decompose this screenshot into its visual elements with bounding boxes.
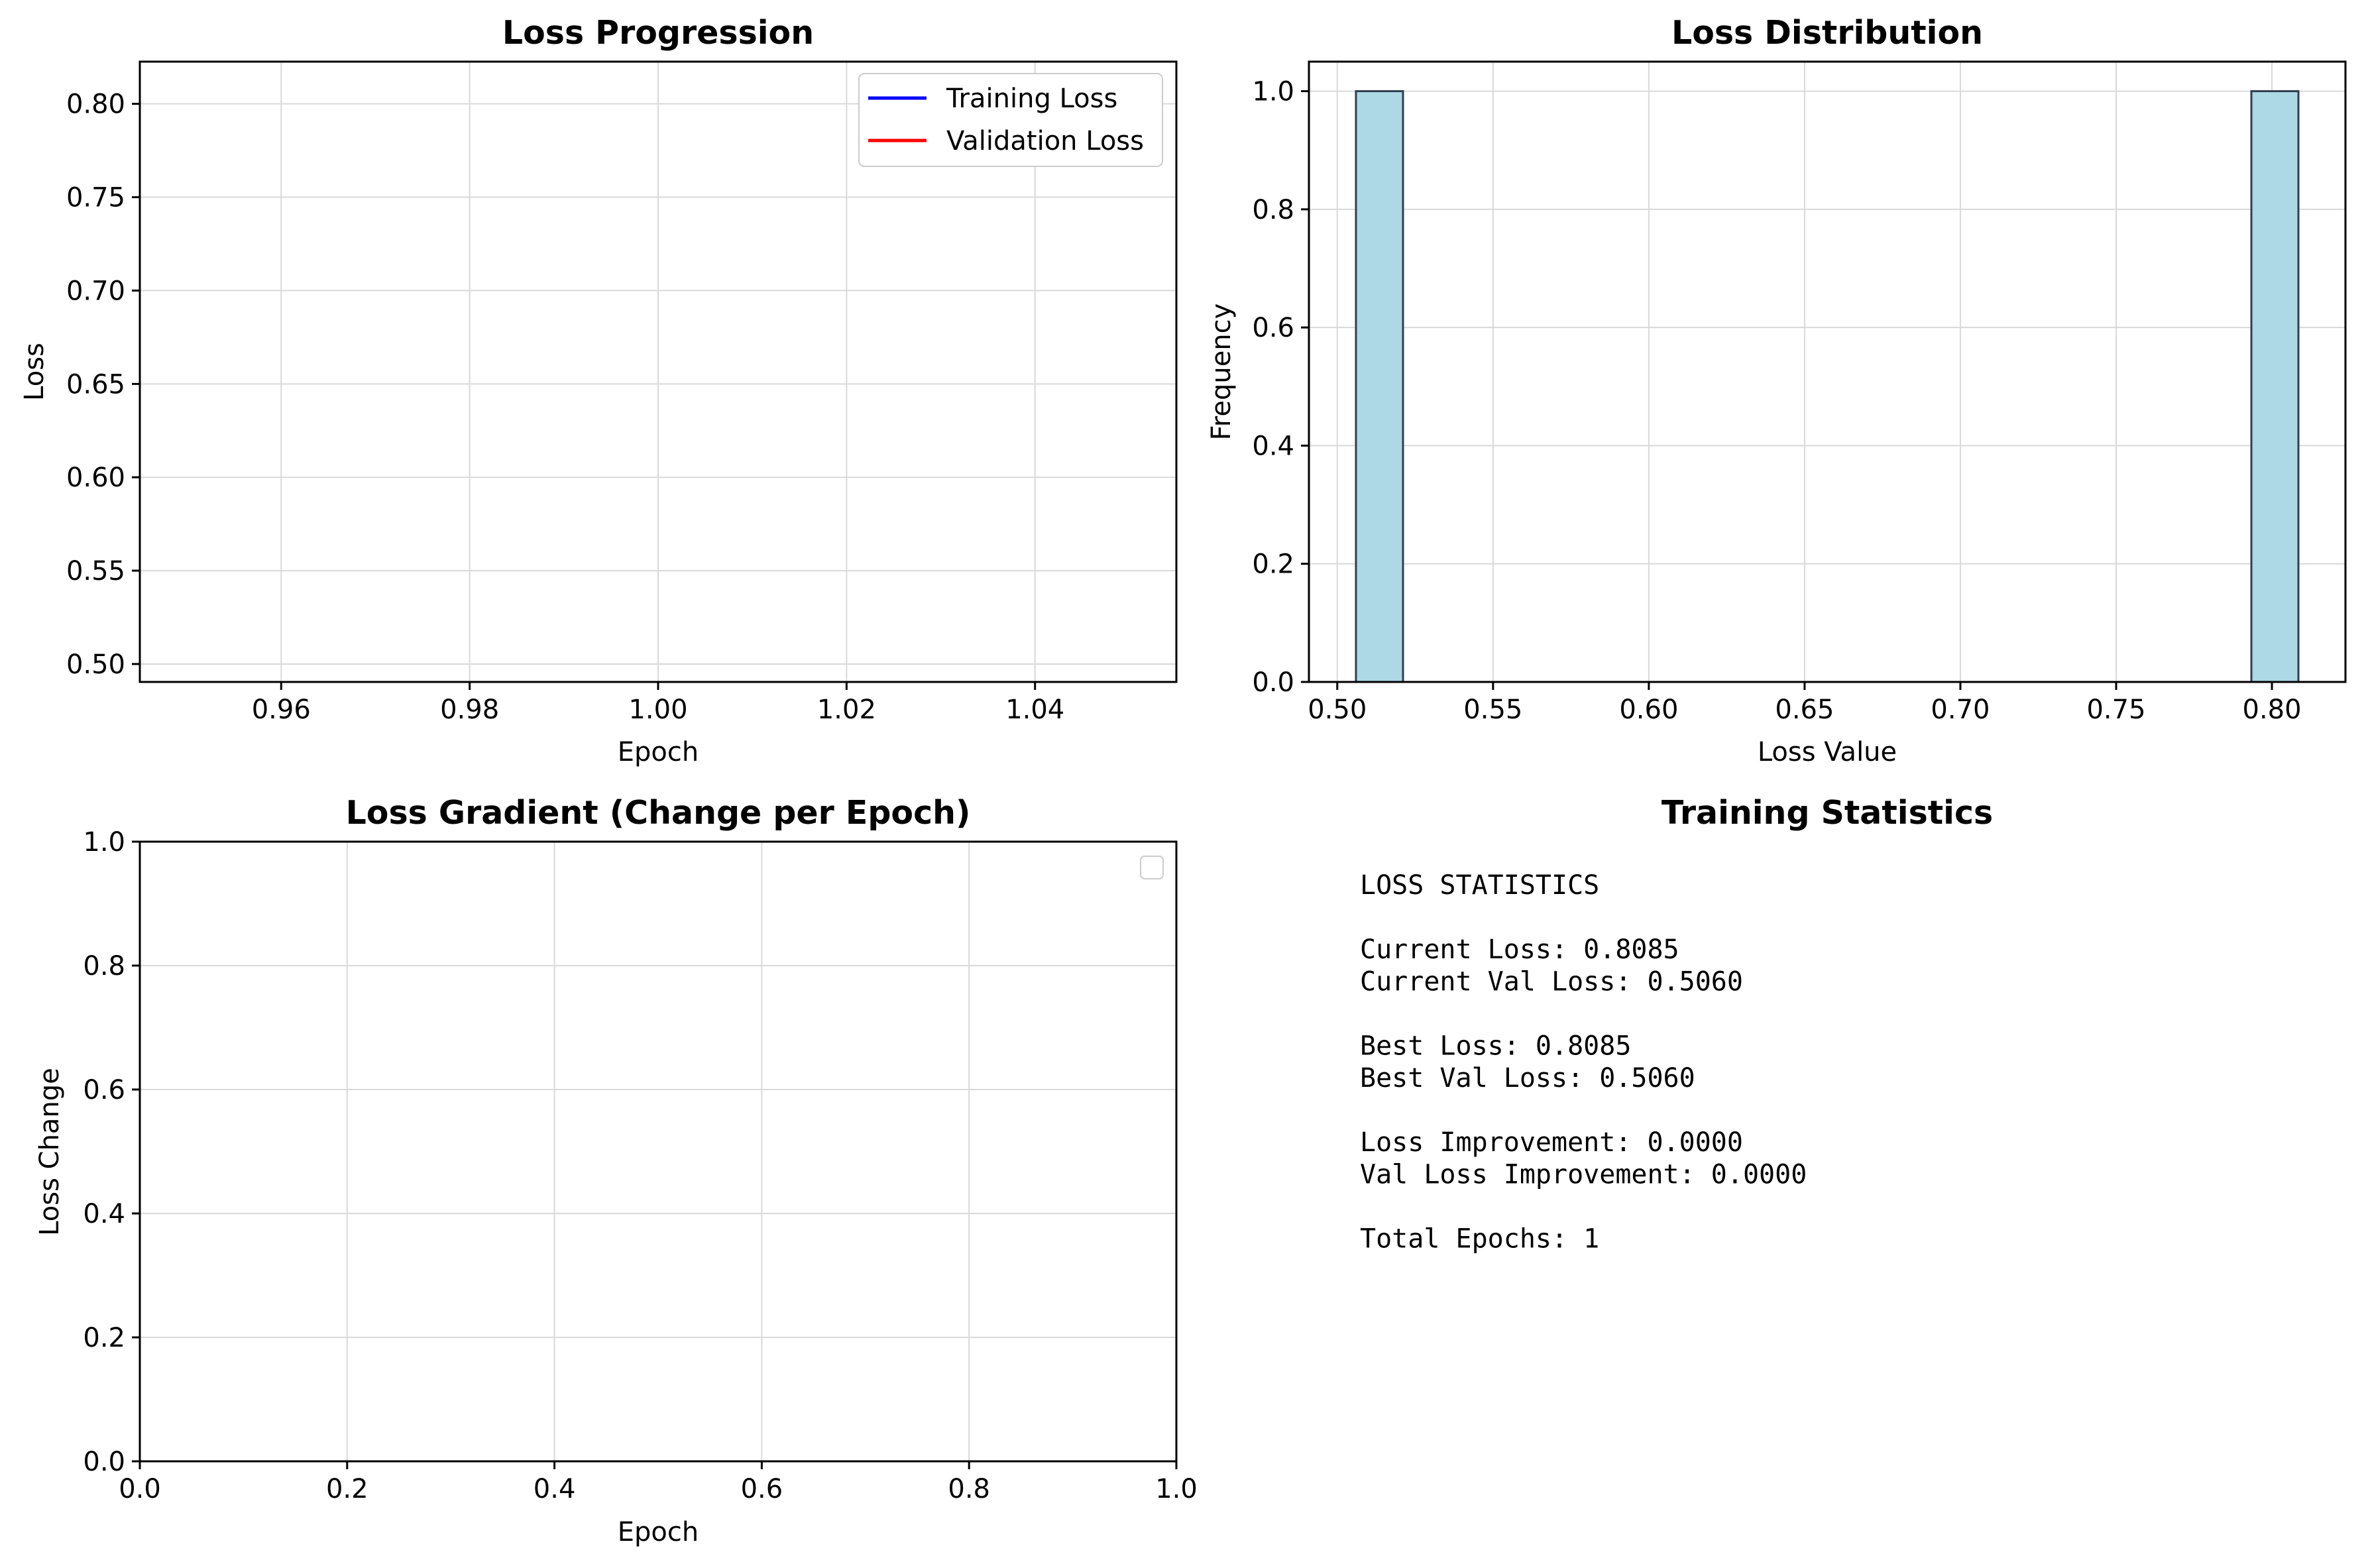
stats-line: Val Loss Improvement: 0.0000 (1360, 1160, 1807, 1190)
loss-gradient-xtick-label: 0.8 (948, 1474, 990, 1504)
loss-gradient-panel: Loss Gradient (Change per Epoch) 0.0 0.2 0… (34, 794, 1198, 1547)
loss-gradient-xtick-label: 0.6 (741, 1474, 783, 1504)
histogram-bar (2250, 90, 2300, 683)
loss-distribution-ytick-label: 1.0 (1252, 77, 1294, 107)
stats-line: Best Loss: 0.8085 (1360, 1031, 1631, 1062)
loss-gradient-ytick-label: 0.8 (83, 951, 125, 981)
loss-gradient-ytick-label: 0.4 (83, 1199, 125, 1229)
loss-gradient-xlabel: Epoch (618, 1517, 699, 1547)
loss-progression-xtick-label: 0.98 (440, 695, 499, 725)
loss-distribution-xtick-label: 0.50 (1308, 695, 1367, 725)
loss-progression-legend: Training Loss Validation Loss (858, 73, 1163, 167)
loss-gradient-ytick-label: 0.6 (83, 1075, 125, 1105)
loss-progression-ytick-label: 0.50 (66, 649, 125, 680)
loss-distribution-panel: Loss Distribution 0.50 0.55 0.60 0.65 0.70 0.… (1206, 14, 2347, 767)
loss-progression-xtick-label: 1.02 (817, 695, 876, 725)
loss-gradient-title: Loss Gradient (Change per Epoch) (346, 794, 971, 832)
loss-gradient-xtick-label: 0.2 (326, 1474, 368, 1504)
loss-distribution-xtick-label: 0.70 (1931, 695, 1990, 725)
stats-line: Total Epochs: 1 (1360, 1224, 1599, 1255)
loss-gradient-ytick-label: 0.0 (83, 1447, 125, 1477)
training-statistics-text: LOSS STATISTICS Current Loss: 0.8085Curre… (1360, 870, 1807, 1255)
loss-distribution-axes-frame (1308, 60, 2347, 683)
legend-training-loss-label: Training Loss (946, 84, 1117, 114)
loss-distribution-ytick-label: 0.6 (1252, 313, 1294, 343)
loss-progression-ytick-label: 0.60 (66, 463, 125, 493)
training-statistics-title: Training Statistics (1662, 794, 1993, 832)
loss-progression-ytick-label: 0.70 (66, 276, 125, 306)
loss-progression-title: Loss Progression (502, 14, 814, 52)
loss-progression-ytick-label: 0.65 (66, 369, 125, 400)
loss-progression-xtick-label: 1.00 (628, 695, 687, 725)
stats-line: Loss Improvement: 0.0000 (1360, 1127, 1743, 1158)
loss-distribution-ytick-label: 0.8 (1252, 195, 1294, 225)
loss-distribution-ylabel: Frequency (1206, 304, 1237, 441)
legend-validation-loss-label: Validation Loss (946, 126, 1144, 156)
loss-gradient-ylabel: Loss Change (34, 1068, 65, 1236)
loss-gradient-xtick-label: 1.0 (1155, 1474, 1198, 1504)
loss-distribution-bars (1355, 90, 2300, 683)
loss-distribution-xtick-label: 0.80 (2243, 695, 2302, 725)
loss-gradient-xtick-label: 0.0 (119, 1474, 161, 1504)
loss-distribution-ytick-label: 0.2 (1252, 549, 1294, 580)
loss-distribution-xtick-label: 0.55 (1463, 695, 1522, 725)
loss-distribution-xtick-label: 0.65 (1775, 695, 1834, 725)
loss-progression-panel: Loss Progression 0.96 0.98 1.00 1.02 1.04 0.5… (19, 14, 1178, 767)
empty-legend-box (1140, 856, 1164, 879)
loss-gradient-axes-frame (139, 840, 1178, 1463)
training-statistics-panel: Training Statistics LOSS STATISTICS Curre… (1360, 794, 1993, 1255)
loss-gradient-ytick-label: 1.0 (83, 827, 125, 858)
loss-progression-ticks: 0.96 0.98 1.00 1.02 1.04 0.50 0.55 0.60 0.65 0.70… (66, 89, 1064, 725)
stats-line: LOSS STATISTICS (1360, 870, 1599, 901)
loss-distribution-ticks: 0.50 0.55 0.60 0.65 0.70 0.75 0.80 0.0 0.2 0.4 0.6… (1252, 77, 2301, 725)
loss-progression-ytick-label: 0.55 (66, 556, 125, 587)
loss-distribution-xlabel: Loss Value (1758, 737, 1897, 767)
stats-line: Current Val Loss: 0.5060 (1360, 967, 1743, 997)
loss-distribution-xtick-label: 0.75 (2086, 695, 2145, 725)
loss-distribution-title: Loss Distribution (1671, 14, 1983, 52)
loss-distribution-ytick-label: 0.4 (1252, 431, 1294, 461)
loss-gradient-ticks: 0.0 0.2 0.4 0.6 0.8 1.0 0.0 0.2 0.4 0.6 0.8 1.0 (83, 827, 1197, 1504)
loss-gradient-ytick-label: 0.2 (83, 1323, 125, 1353)
loss-progression-ylabel: Loss (19, 343, 50, 401)
loss-gradient-xtick-label: 0.4 (534, 1474, 576, 1504)
loss-distribution-ytick-label: 0.0 (1252, 667, 1294, 698)
legend-box (858, 73, 1163, 167)
stats-line: Current Loss: 0.8085 (1360, 934, 1679, 965)
loss-progression-ytick-label: 0.80 (66, 89, 125, 120)
loss-progression-xlabel: Epoch (618, 737, 699, 767)
stats-line: Best Val Loss: 0.5060 (1360, 1063, 1695, 1093)
loss-progression-grid (140, 62, 1176, 682)
histogram-bar (1355, 90, 1404, 683)
loss-progression-xtick-label: 1.04 (1005, 695, 1064, 725)
loss-progression-axes-frame (139, 60, 1178, 683)
loss-progression-ytick-label: 0.75 (66, 183, 125, 213)
loss-progression-xtick-label: 0.96 (252, 695, 311, 725)
loss-distribution-xtick-label: 0.60 (1619, 695, 1678, 725)
